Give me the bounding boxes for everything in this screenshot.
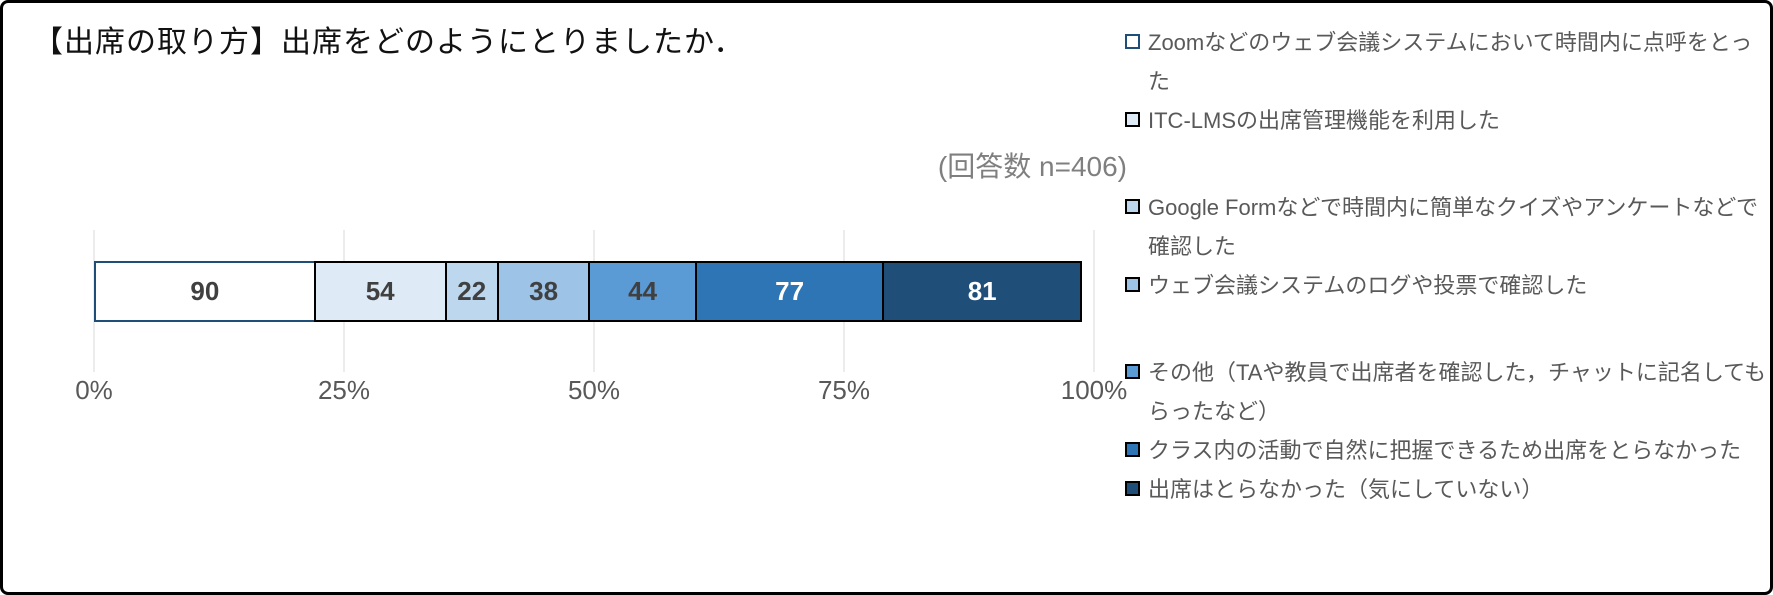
bar-segment: 81 — [882, 261, 1082, 322]
bar-segment-value: 38 — [529, 276, 559, 306]
bar-segment: 38 — [496, 261, 591, 322]
x-tick-label: 75% — [817, 375, 871, 405]
x-tick-label: 25% — [317, 375, 371, 405]
bar-segment-value: 81 — [967, 276, 997, 306]
legend-item: 出席はとらなかった（気にしていない） — [1125, 470, 1770, 509]
bar-segment-value: 90 — [190, 276, 220, 306]
gridline — [1093, 230, 1095, 372]
legend-item-label: Google Formなどで時間内に簡単なクイズやアンケートなどで確認した — [1148, 195, 1758, 259]
legend-item-label: ITC-LMSの出席管理機能を利用した — [1148, 108, 1501, 133]
bar-segment-value: 22 — [457, 276, 487, 306]
chart-title: 【出席の取り方】出席をどのようにとりましたか． — [33, 26, 745, 59]
legend: Zoomなどのウェブ会議システムにおいて時間内に点呼をとった ITC-LMSの出… — [1125, 23, 1770, 509]
bar-segment-value: 77 — [775, 276, 805, 306]
legend-item: Google Formなどで時間内に簡単なクイズやアンケートなどで確認した — [1125, 188, 1770, 266]
bar-segment: 54 — [313, 261, 447, 322]
legend-item: クラス内の活動で自然に把握できるため出席をとらなかった — [1125, 431, 1770, 470]
legend-item: その他（TAや教員で出席者を確認した，チャットに記名してもらったなど） — [1125, 353, 1770, 431]
legend-color-swatch-icon — [1125, 364, 1140, 379]
legend-color-swatch-icon — [1125, 277, 1140, 292]
x-tick-label: 0% — [75, 375, 113, 405]
stacked-bar: 90 54 22 38 44 77 81 — [94, 261, 1094, 322]
bar-segment: 22 — [444, 261, 499, 322]
bar-segment: 90 — [94, 261, 316, 322]
legend-color-swatch-icon — [1125, 34, 1140, 49]
bar-segment-value: 54 — [365, 276, 395, 306]
legend-item-label: ウェブ会議システムのログや投票で確認した — [1148, 273, 1588, 298]
bar-segment: 44 — [588, 261, 697, 322]
legend-item-label: その他（TAや教員で出席者を確認した，チャットに記名してもらったなど） — [1148, 360, 1767, 424]
legend-item: ITC-LMSの出席管理機能を利用した — [1125, 101, 1770, 140]
legend-item: ウェブ会議システムのログや投票で確認した — [1125, 266, 1770, 305]
x-tick-label: 100% — [1060, 375, 1128, 405]
legend-item-label: Zoomなどのウェブ会議システムにおいて時間内に点呼をとった — [1148, 30, 1753, 94]
legend-color-swatch-icon — [1125, 481, 1140, 496]
legend-item: Zoomなどのウェブ会議システムにおいて時間内に点呼をとった — [1125, 23, 1770, 101]
response-count-annotation: (回答数 n=406) — [937, 151, 1127, 182]
legend-color-swatch-icon — [1125, 442, 1140, 457]
x-axis: 0% 25% 50% 75% 100% — [75, 375, 1127, 411]
legend-color-swatch-icon — [1125, 199, 1140, 214]
legend-item-label: クラス内の活動で自然に把握できるため出席をとらなかった — [1148, 438, 1742, 463]
bar-segment: 77 — [694, 261, 885, 322]
legend-item-label: 出席はとらなかった（気にしていない） — [1148, 477, 1544, 502]
x-tick-label: 50% — [567, 375, 621, 405]
plot-area: 90 54 22 38 44 77 81 — [93, 230, 1095, 372]
bar-segment-value: 44 — [628, 276, 658, 306]
legend-color-swatch-icon — [1125, 112, 1140, 127]
